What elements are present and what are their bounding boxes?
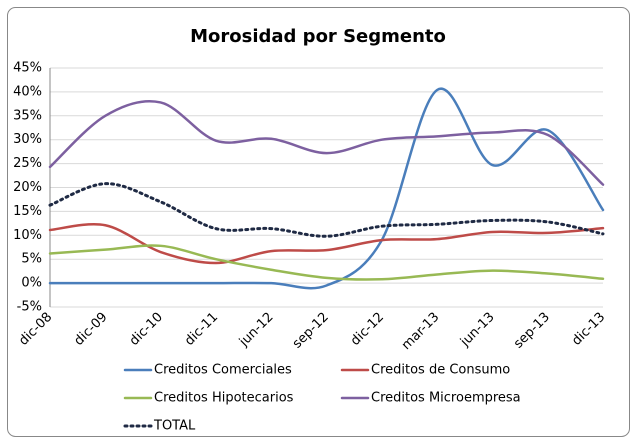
y-tick-label: 0%	[21, 276, 42, 291]
chart-border	[7, 7, 630, 437]
y-tick-label: 25%	[13, 156, 42, 171]
y-tick-label: 20%	[13, 180, 42, 195]
legend-label: Creditos Comerciales	[154, 363, 292, 378]
series-line	[48, 223, 605, 265]
y-tick-label: -5%	[17, 300, 42, 315]
y-tick-label: 45%	[13, 61, 42, 76]
y-tick-label: 10%	[13, 228, 42, 243]
legend-label: Creditos Microempresa	[371, 391, 521, 406]
legend-label: Creditos de Consumo	[371, 363, 510, 378]
y-tick-label: 40%	[13, 84, 42, 99]
series-line	[48, 87, 605, 290]
y-tick-label: 15%	[13, 204, 42, 219]
y-tick-label: 30%	[13, 132, 42, 147]
y-tick-label: 35%	[13, 108, 42, 123]
series-line	[48, 244, 605, 281]
chart-title: Morosidad por Segmento	[190, 26, 446, 47]
legend-label: Creditos Hipotecarios	[154, 391, 294, 406]
series-line	[48, 182, 605, 238]
y-tick-label: 5%	[21, 252, 42, 267]
series-line	[48, 99, 605, 186]
legend-label: TOTAL	[153, 419, 196, 434]
